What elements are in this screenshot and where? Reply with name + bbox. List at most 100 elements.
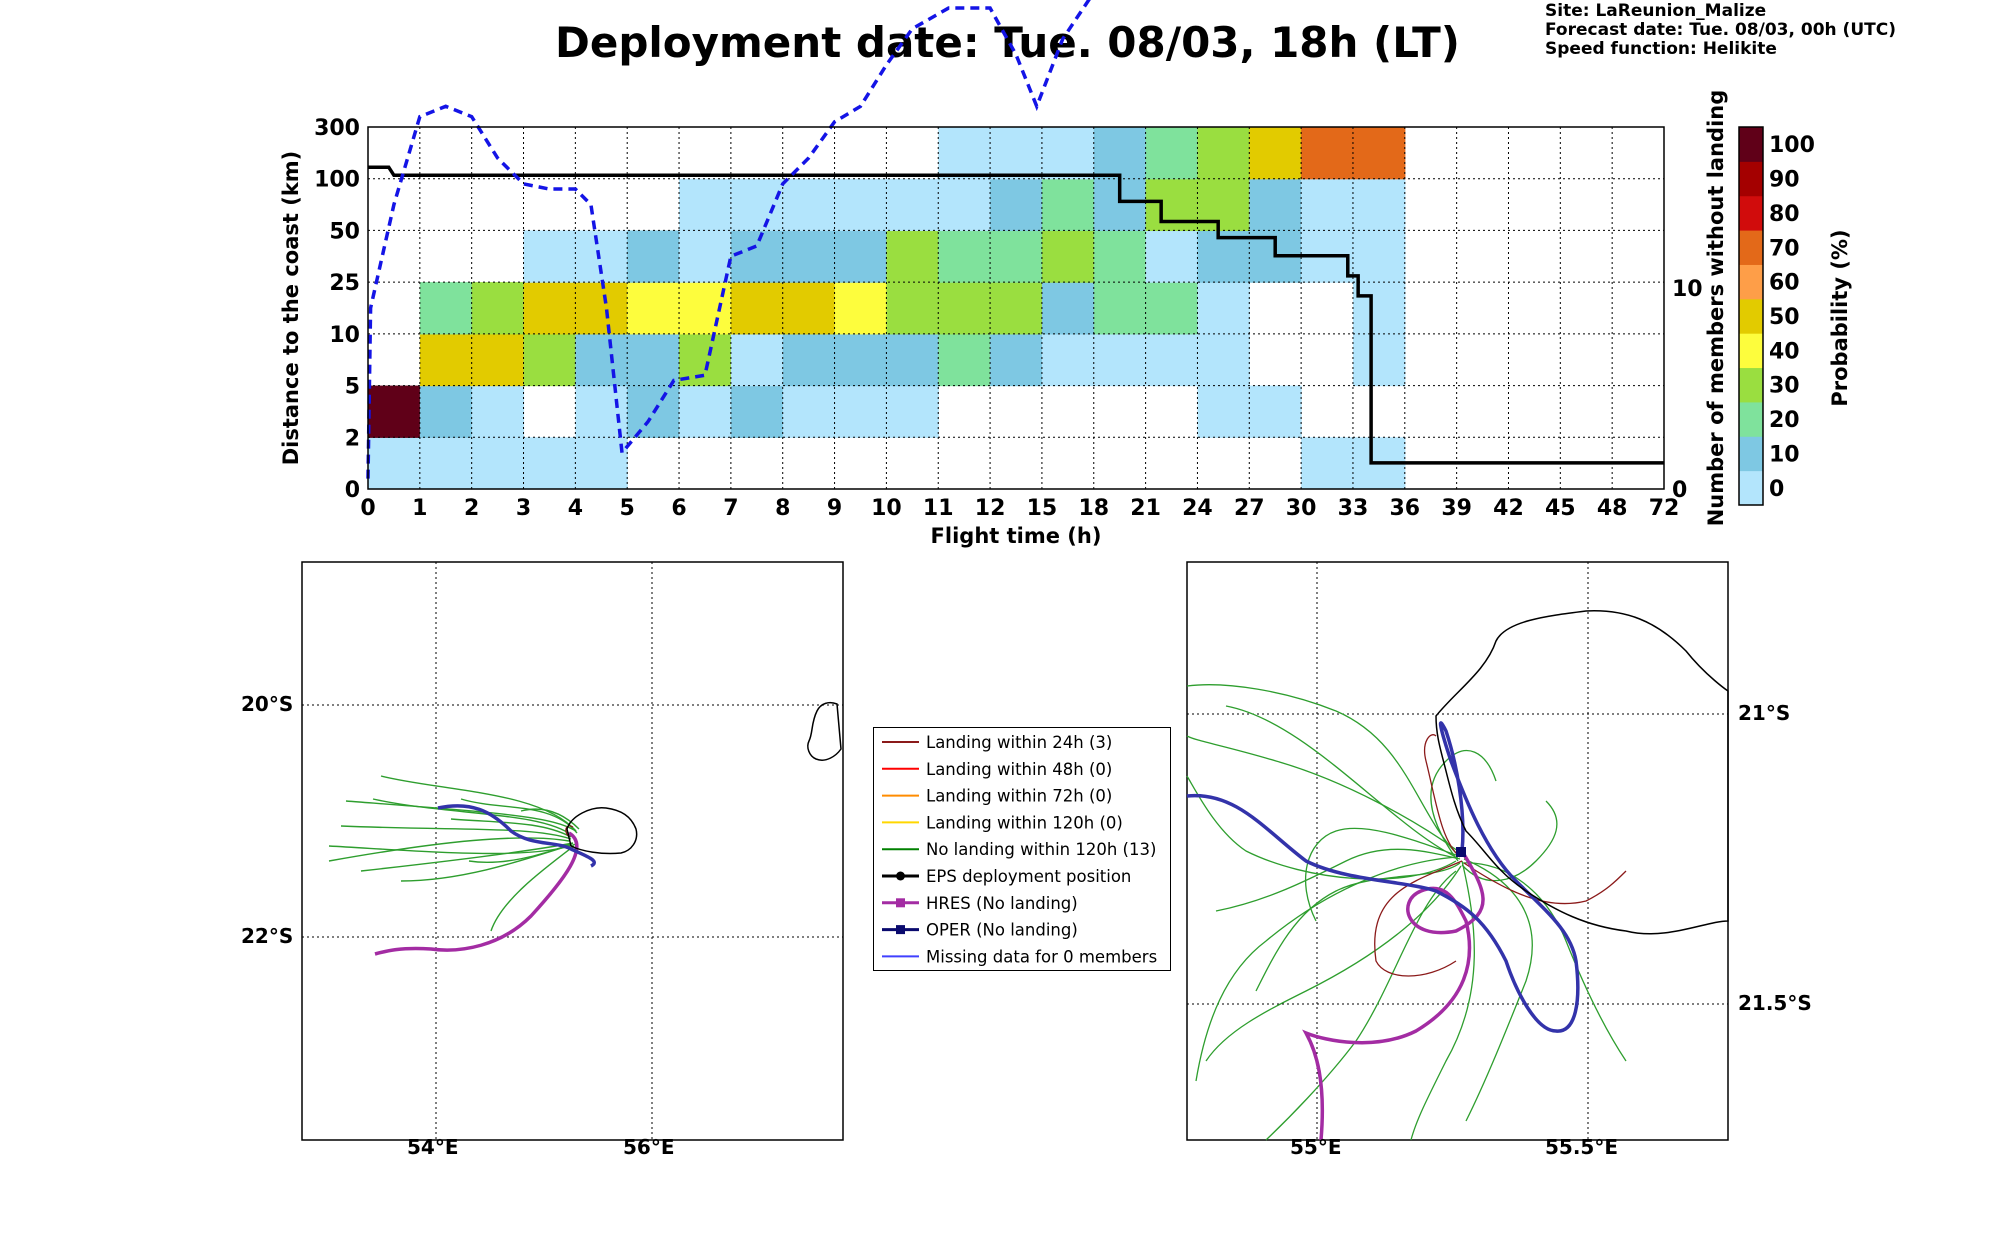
legend: Landing within 24h (3) Landing within 48h… [873,727,1171,971]
colorbar-tick-label: 70 [1769,236,1800,261]
colorbar-segment [1739,367,1763,403]
colorbar-segment [1739,264,1763,300]
y-tick-label: 50 [329,219,360,244]
heatmap-cell [782,333,836,387]
green-trajectories [1186,684,1627,1141]
x-tick-label: 24 [1182,496,1213,521]
x-tick-label: 4 [568,496,583,521]
hres-trajectory [1302,850,1485,1141]
heatmap-cell [575,230,628,283]
site-line: Site: LaReunion_Malize [1545,1,1767,21]
legend-item: EPS deployment position [882,867,1131,886]
map-left-lat-label: 22°S [241,924,294,948]
colorbar-segment [1739,436,1763,472]
green-trajectories [328,775,580,932]
legend-item: No landing within 120h (13) [882,840,1156,859]
heatmap-cell [1093,333,1147,387]
x-tick-label: 27 [1234,496,1265,521]
legend-item: Landing within 24h (3) [882,733,1112,752]
legend-item: Landing within 48h (0) [882,760,1112,779]
x-tick-label: 33 [1338,496,1369,521]
colorbar-tick-label: 20 [1769,408,1800,433]
heatmap-cell [730,282,784,335]
heatmap-cell [471,437,525,490]
map-right-lat-label: 21°S [1738,701,1791,725]
hres-trajectory [374,831,579,956]
legend-svg: Landing within 24h (3) Landing within 48h… [882,733,1157,966]
legend-marker [896,925,905,935]
legend-label: Landing within 120h (0) [926,813,1123,832]
x-axis-label: Flight time (h) [931,524,1102,548]
heatmap-cell [1352,282,1406,335]
oper-trajectory [437,804,596,868]
colorbar-segment [1739,195,1763,231]
heatmap-cell [1093,230,1147,283]
colorbar-tick-label: 50 [1769,305,1800,330]
heatmap-cell [834,333,887,387]
heatmap-cell [1352,127,1406,180]
page-title: Deployment date: Tue. 08/03, 18h (LT) [555,18,1460,67]
y2-tick-label: 0 [1672,478,1687,503]
heatmap-cell [782,178,836,232]
forecast-line: Forecast date: Tue. 08/03, 00h (UTC) [1545,20,1896,40]
map-left [301,561,844,1141]
reunion-coastline [566,807,638,855]
colorbar-tick-label: 60 [1769,271,1800,296]
axis-ticks: 0 1 2 3 4 5 6 7 8 9 10 11 12 15 18 21 24 27 30 33 36 39 42 45 48… [314,116,1703,521]
heatmap-cell [834,282,887,335]
x-tick-label: 30 [1286,496,1317,521]
map-left-gridlines [302,562,843,1140]
x-tick-label: 0 [360,496,375,521]
colorbar-segment [1739,401,1763,437]
heatmap-cell [1093,127,1147,180]
heatmap-cell [679,230,732,283]
y-tick-label: 100 [314,168,360,193]
x-tick-label: 72 [1649,496,1680,521]
heatmap-cell [679,178,732,232]
x-tick-label: 42 [1493,496,1524,521]
heatmap-cell [1249,127,1302,180]
x-tick-label: 39 [1441,496,1472,521]
heatmap-cell [1301,127,1354,180]
heatmap-cell [523,282,576,335]
heatmap-cell [834,230,887,283]
map-right-lat-label: 21.5°S [1738,991,1812,1015]
oper-deployment-marker [1456,847,1466,857]
colorbar-segment [1739,298,1763,334]
heatmap-cell [990,230,1043,283]
legend-item: OPER (No landing) [882,921,1078,940]
heatmap-cell [1041,333,1095,387]
y-tick-label: 10 [329,323,360,348]
x-tick-label: 10 [871,496,902,521]
heatmap-cell [1197,282,1250,335]
heatmap-cell [730,178,784,232]
colorbar-tick-label: 100 [1769,133,1815,158]
colorbar-segment [1739,161,1763,197]
colorbar-tick-label: 10 [1769,442,1800,467]
y2-axis-label: Number of members without landing [1704,90,1728,527]
heatmap-cell [471,282,525,335]
heatmap-cell [1249,385,1302,438]
x-tick-label: 5 [620,496,635,521]
heatmap-cell [1145,333,1199,387]
x-tick-label: 6 [671,496,686,521]
heatmap-cell [782,282,836,335]
heatmap-cell [730,230,784,283]
heatmap-cell [938,178,991,232]
map-left-lon-label: 54°E [407,1135,459,1159]
heatmap-cell [419,282,473,335]
heatmap-cell [679,385,732,438]
heatmap-cell [627,282,680,335]
heatmap-cell [1197,385,1250,438]
heatmap-cell [368,385,421,438]
y-tick-label: 0 [345,478,360,503]
reunion-coastline [1435,610,1729,935]
colorbar-segment [1739,127,1763,162]
y2-tick-label: 10 [1672,277,1703,302]
legend-label: Missing data for 0 members [926,947,1157,966]
heatmap-cell [1041,282,1095,335]
heatmap-cell [1145,127,1199,180]
x-tick-label: 3 [516,496,531,521]
mauritius-coastline [807,701,842,761]
map-right-lon-label: 55.5°E [1545,1135,1619,1159]
